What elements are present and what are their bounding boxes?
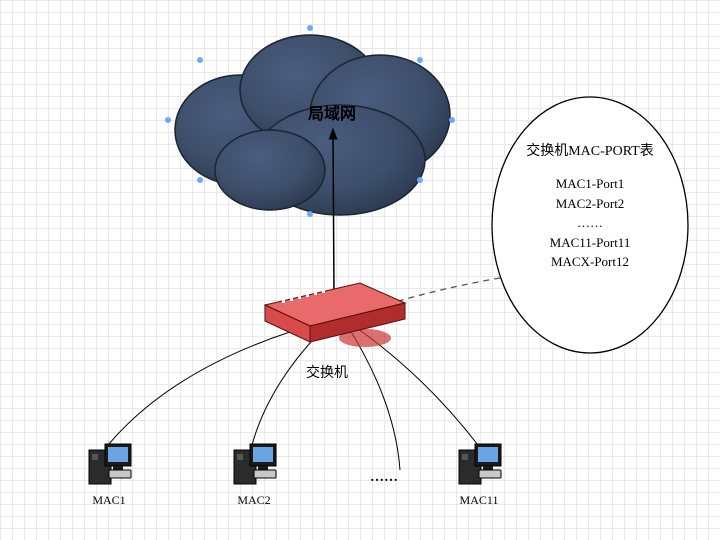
callout-title: 交换机MAC-PORT表	[490, 140, 690, 160]
computer-icon	[230, 440, 278, 488]
computer-node: MAC2	[230, 440, 278, 508]
switch-label: 交换机	[306, 362, 348, 382]
computer-label: MAC2	[230, 493, 278, 508]
mac-port-table-callout: 交换机MAC-PORT表 MAC1-Port1 MAC2-Port2 …… MA…	[490, 95, 690, 355]
switch-svg	[260, 280, 410, 355]
callout-line: MAC2-Port2	[490, 194, 690, 214]
computer-icon	[455, 440, 503, 488]
callout-line: ……	[490, 213, 690, 233]
computer-ellipsis: ……	[370, 470, 398, 486]
callout-line: MACX-Port12	[490, 252, 690, 272]
computer-node: MAC11	[455, 440, 503, 508]
callout-line: MAC11-Port11	[490, 233, 690, 253]
computer-label: MAC1	[85, 493, 133, 508]
callout-line: MAC1-Port1	[490, 174, 690, 194]
computer-icon	[85, 440, 133, 488]
computer-node: MAC1	[85, 440, 133, 508]
computer-label: MAC11	[455, 493, 503, 508]
switch-device	[260, 280, 410, 355]
